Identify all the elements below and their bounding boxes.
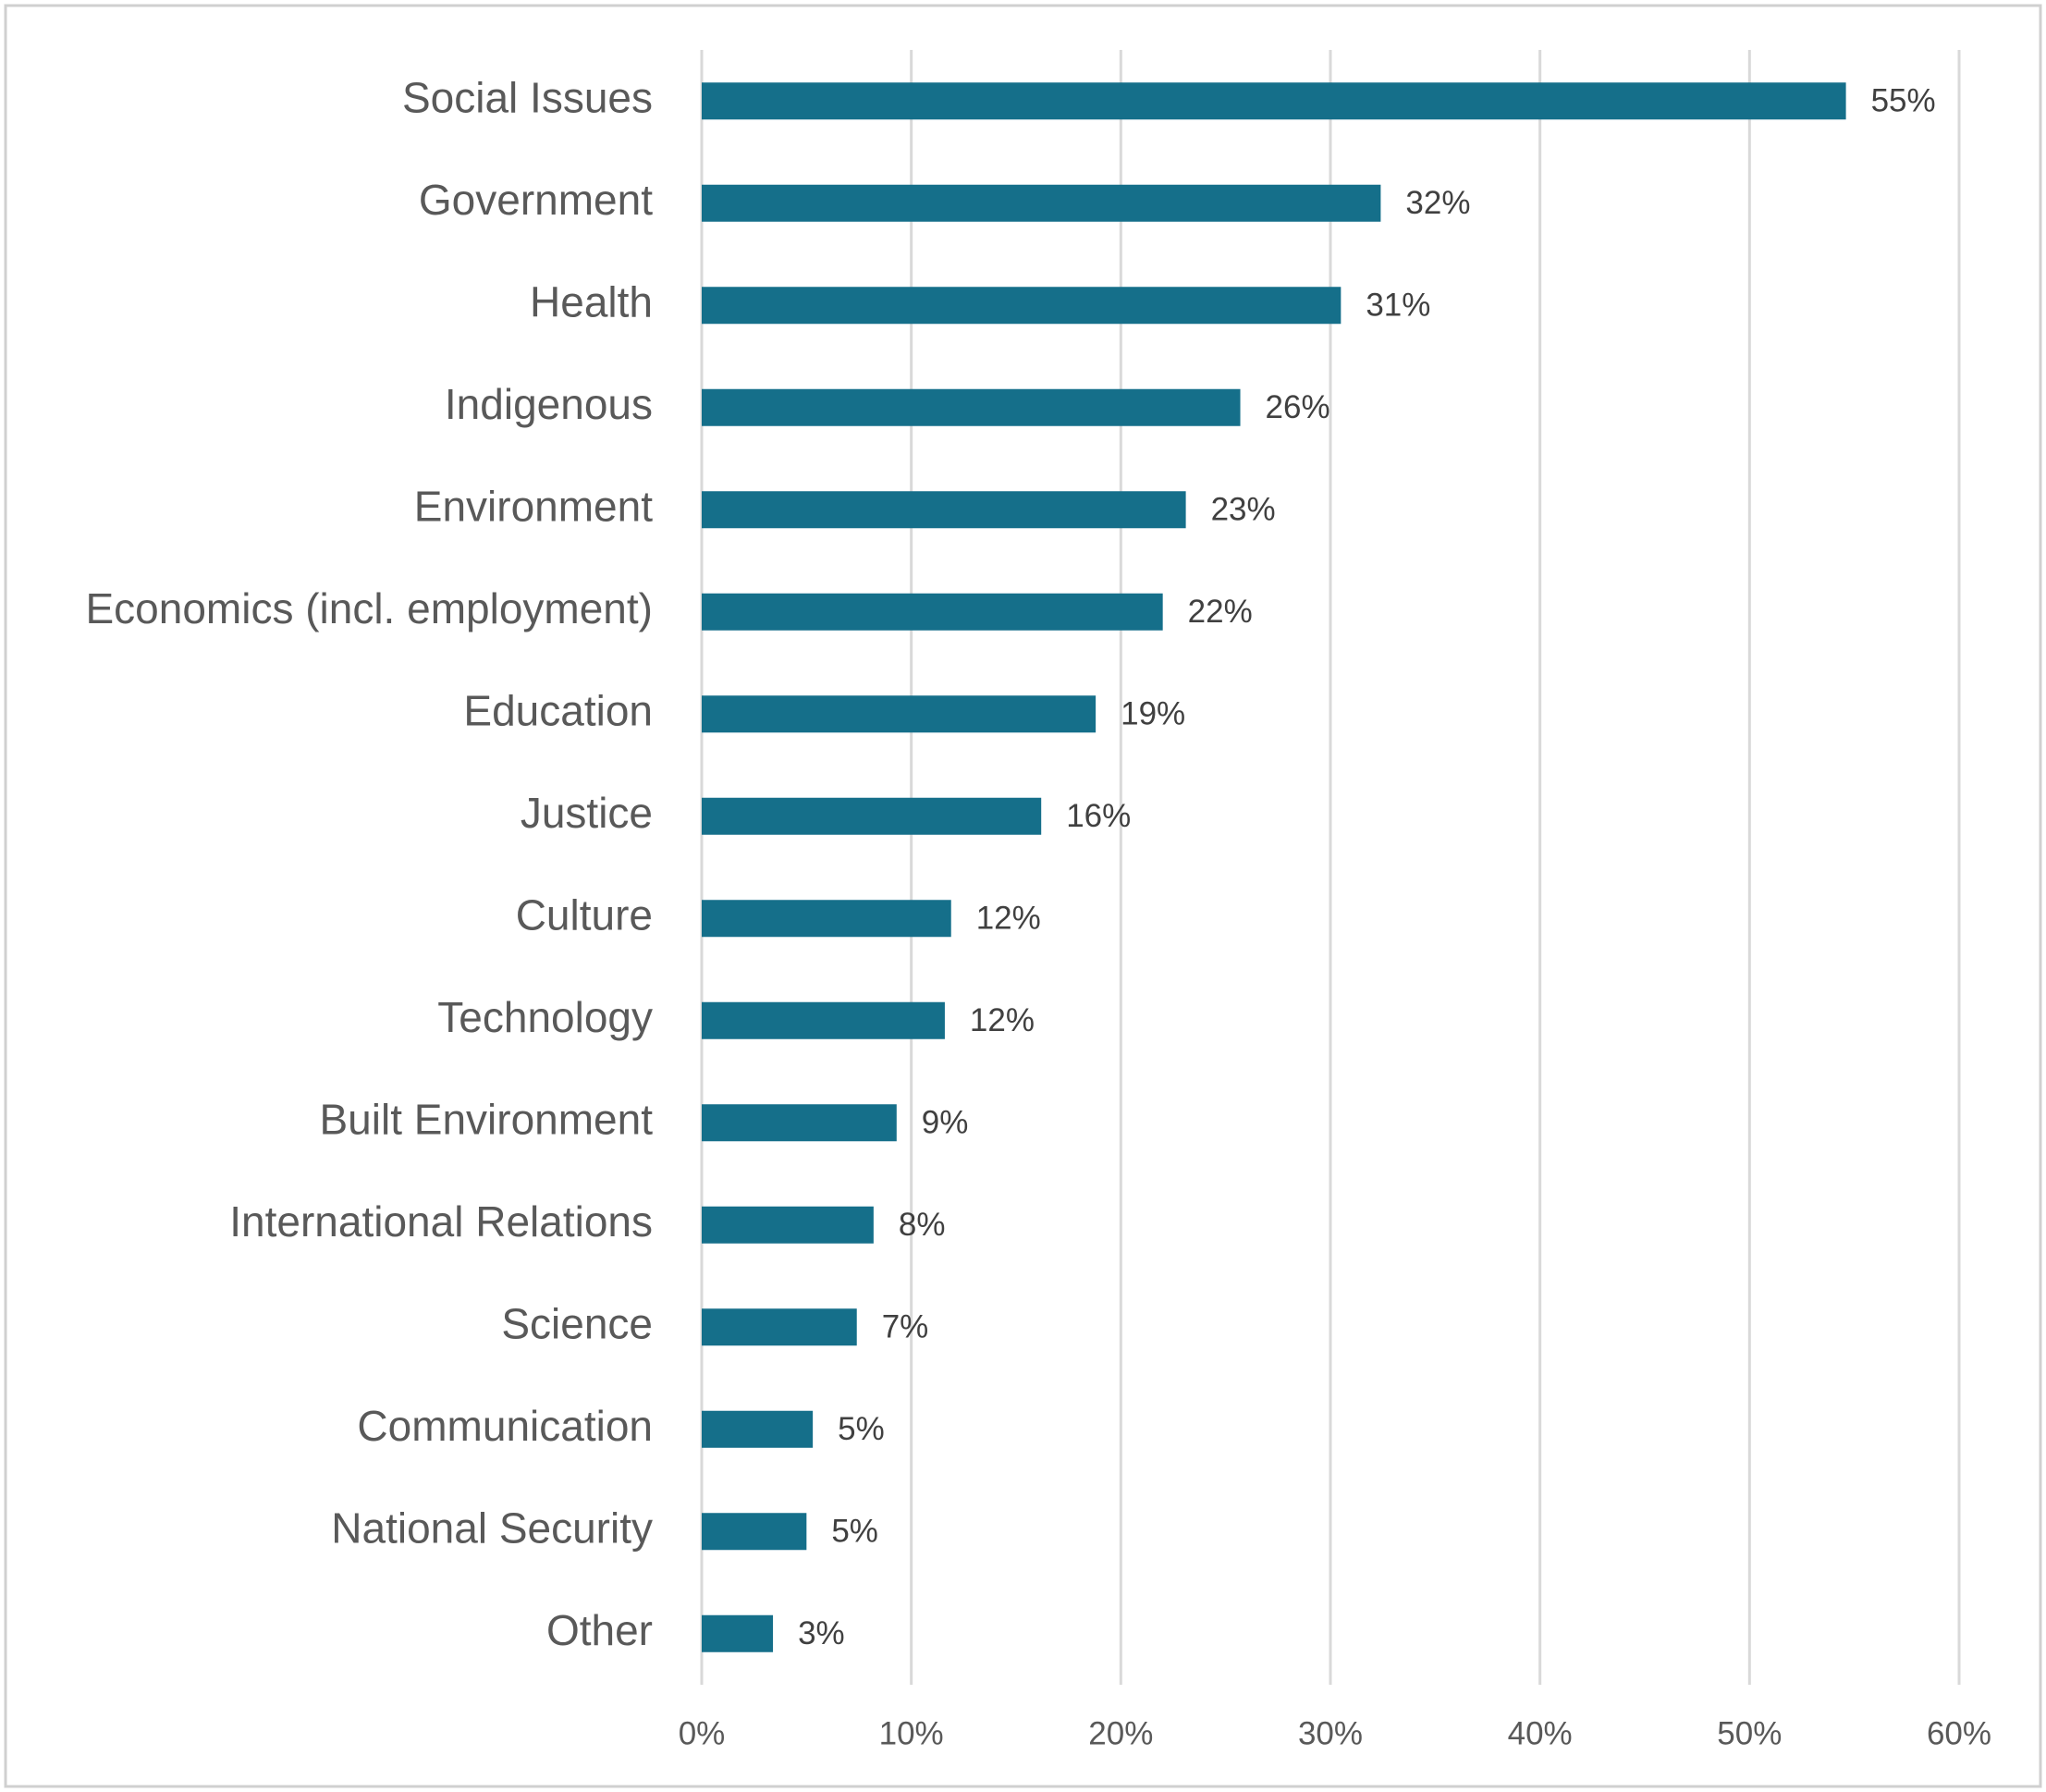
- y-tick-label: Other: [546, 1606, 653, 1654]
- x-tick-label: 0%: [679, 1715, 726, 1751]
- bar: [702, 491, 1186, 529]
- bar: [702, 82, 1846, 120]
- value-label: 16%: [1066, 798, 1131, 834]
- y-tick-label: Justice: [521, 789, 653, 837]
- bar: [702, 1104, 897, 1142]
- y-tick-label: Health: [530, 277, 653, 325]
- bar: [702, 184, 1381, 222]
- bar: [702, 797, 1042, 835]
- y-tick-label: Communication: [357, 1402, 653, 1450]
- y-tick-label: Science: [501, 1299, 653, 1347]
- value-label: 23%: [1211, 492, 1276, 528]
- value-label: 5%: [838, 1411, 885, 1447]
- bar: [702, 1001, 945, 1039]
- y-tick-label: Built Environment: [320, 1095, 654, 1143]
- value-label: 3%: [798, 1615, 845, 1651]
- bar: [702, 1410, 814, 1448]
- y-tick-label: International Relations: [229, 1197, 653, 1246]
- value-label: 32%: [1405, 185, 1470, 221]
- bar: [702, 593, 1163, 631]
- value-label: 19%: [1121, 696, 1185, 732]
- value-label: 55%: [1871, 83, 1936, 119]
- bar: [702, 900, 951, 938]
- bar: [702, 695, 1097, 733]
- value-label: 5%: [831, 1514, 878, 1550]
- value-label: 12%: [970, 1002, 1035, 1038]
- bar: [702, 287, 1342, 325]
- x-tick-label: 40%: [1508, 1715, 1573, 1751]
- value-label: 26%: [1266, 389, 1330, 425]
- bar: [702, 388, 1241, 426]
- x-tick-label: 20%: [1088, 1715, 1153, 1751]
- value-label: 31%: [1366, 288, 1430, 324]
- y-tick-label: Technology: [437, 993, 653, 1041]
- bar: [702, 1206, 874, 1244]
- y-tick-label: Environment: [414, 482, 653, 530]
- bar: [702, 1308, 857, 1346]
- x-tick-label: 60%: [1927, 1715, 1991, 1751]
- y-tick-label: Indigenous: [445, 380, 653, 428]
- y-tick-label: Government: [419, 176, 653, 224]
- value-label: 8%: [899, 1207, 946, 1243]
- value-label: 22%: [1188, 594, 1253, 630]
- value-label: 9%: [922, 1105, 969, 1141]
- y-tick-label: Social Issues: [402, 73, 653, 121]
- y-tick-label: Education: [463, 686, 653, 734]
- y-tick-label: Culture: [516, 890, 653, 939]
- y-tick-label: Economics (incl. employment): [85, 584, 653, 632]
- x-tick-label: 30%: [1298, 1715, 1363, 1751]
- bar: [702, 1614, 774, 1652]
- value-label: 12%: [976, 901, 1041, 937]
- bar: [702, 1513, 807, 1551]
- value-label: 7%: [882, 1309, 929, 1345]
- chart-frame: [4, 4, 2042, 1788]
- x-tick-label: 10%: [879, 1715, 944, 1751]
- y-tick-label: National Security: [331, 1504, 653, 1552]
- x-tick-label: 50%: [1717, 1715, 1782, 1751]
